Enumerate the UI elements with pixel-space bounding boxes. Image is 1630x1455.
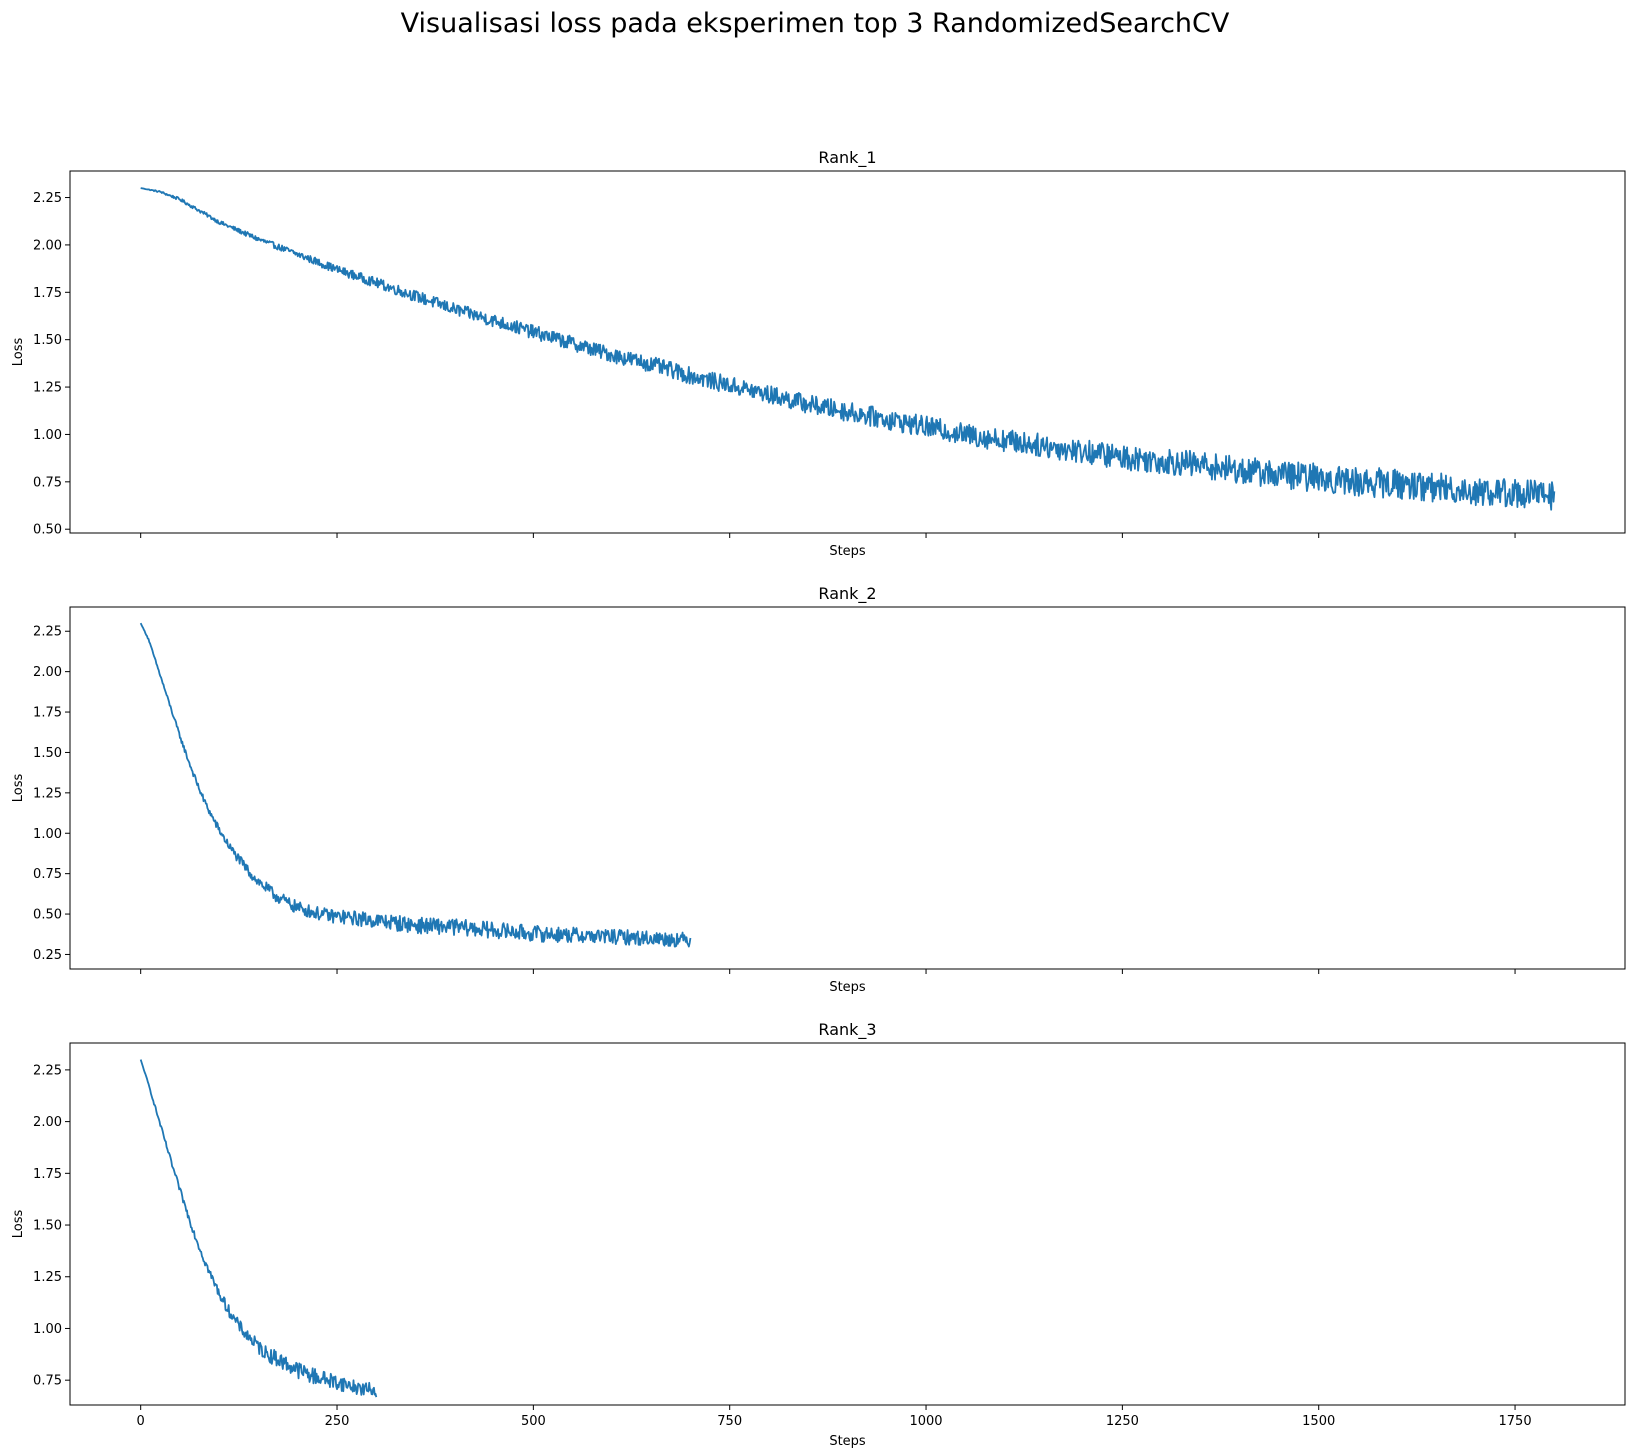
axes-title-rank-1: Rank_1 <box>818 148 876 168</box>
x-tick-label: 1250 <box>1106 1414 1139 1429</box>
axes-title-rank-3: Rank_3 <box>818 1020 876 1040</box>
y-tick-label: 0.75 <box>33 475 62 490</box>
y-tick-label: 2.00 <box>33 665 62 680</box>
y-tick-label: 2.25 <box>33 1063 62 1078</box>
x-axis-label-rank-3: Steps <box>829 1434 866 1449</box>
plot-frame-rank-3 <box>69 1042 1626 1406</box>
axes-rank-1: Rank_1 0.50 0.75 1.00 1.25 1.50 1.75 2.00 2.25 St… <box>11 148 1626 559</box>
loss-line-rank-3 <box>139 1059 378 1398</box>
loss-line-rank-1 <box>140 187 1556 511</box>
x-tick-label: 750 <box>717 1414 742 1429</box>
y-axis-label-rank-1: Loss <box>11 338 26 367</box>
y-tick-label: 2.00 <box>33 1115 62 1130</box>
plot-frame-rank-1 <box>69 170 1626 534</box>
y-tick-label: 0.75 <box>33 1374 62 1389</box>
y-tick-label: 0.50 <box>33 523 62 538</box>
x-tick-label: 0 <box>137 1414 145 1429</box>
y-tick-label: 1.25 <box>33 1270 62 1285</box>
x-tick-label: 250 <box>325 1414 350 1429</box>
axes-rank-3: Rank_3 0.75 1.00 1.25 1.50 1.75 2.00 2.25 0 250 50… <box>11 1020 1626 1449</box>
y-tick-label: 0.25 <box>33 948 62 963</box>
y-tick-label: 1.25 <box>33 381 62 396</box>
y-tick-label: 1.00 <box>33 428 62 443</box>
x-axis-label-rank-2: Steps <box>829 980 866 995</box>
axes-rank-2: Rank_2 0.25 0.50 0.75 1.00 1.25 1.50 1.75 2.00 2.… <box>11 584 1626 995</box>
y-tick-label: 1.00 <box>33 827 62 842</box>
y-axis-label-rank-3: Loss <box>11 1210 26 1239</box>
y-tick-label: 0.75 <box>33 867 62 882</box>
figure-suptitle: Visualisasi loss pada eksperimen top 3 R… <box>401 8 1230 39</box>
y-tick-label: 1.25 <box>33 786 62 801</box>
y-tick-label: 1.75 <box>33 1167 62 1182</box>
axes-title-rank-2: Rank_2 <box>818 584 876 604</box>
x-tick-label: 1000 <box>909 1414 942 1429</box>
plot-frame-rank-2 <box>69 606 1626 970</box>
y-tick-label: 2.25 <box>33 625 62 640</box>
y-tick-label: 1.75 <box>33 706 62 721</box>
y-axis-label-rank-2: Loss <box>11 774 26 803</box>
y-tick-label: 0.50 <box>33 908 62 923</box>
x-tick-label: 500 <box>521 1414 546 1429</box>
y-tick-label: 1.75 <box>33 286 62 301</box>
x-axis-label-rank-1: Steps <box>829 544 866 559</box>
y-tick-label: 2.00 <box>33 238 62 253</box>
y-tick-label: 2.25 <box>33 191 62 206</box>
y-tick-label: 1.50 <box>33 333 62 348</box>
y-tick-label: 1.50 <box>33 746 62 761</box>
y-tick-label: 1.50 <box>33 1219 62 1234</box>
loss-line-rank-2 <box>139 622 692 948</box>
axes-container: Rank_1 0.50 0.75 1.00 1.25 1.50 1.75 2.00 2.25 St… <box>11 148 1626 1449</box>
x-tick-label: 1750 <box>1499 1414 1532 1429</box>
y-tick-label: 1.00 <box>33 1322 62 1337</box>
x-tick-label: 1500 <box>1302 1414 1335 1429</box>
